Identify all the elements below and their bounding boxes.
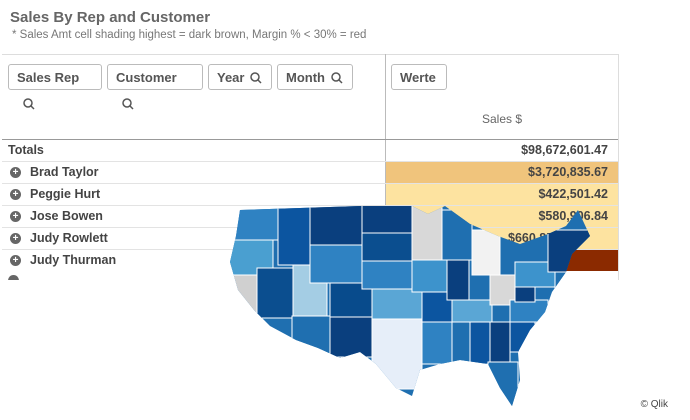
filter-label: Month: [286, 70, 325, 85]
expand-icon[interactable]: +: [10, 167, 21, 178]
column-header: Sales $: [481, 112, 523, 126]
states: [230, 206, 590, 406]
filter-button[interactable]: Month: [277, 64, 353, 90]
expand-icon[interactable]: +: [10, 211, 21, 222]
sales-cell: $3,720,835.67: [386, 162, 618, 183]
table-row[interactable]: + Brad Taylor $3,720,835.67: [2, 161, 618, 184]
rep-name: Peggie Hurt: [30, 187, 101, 201]
sales-cell: $422,501.42: [386, 184, 618, 205]
expand-icon[interactable]: +: [10, 233, 21, 244]
table-row[interactable]: + Peggie Hurt $422,501.42: [2, 183, 618, 206]
measure-button[interactable]: Werte: [391, 64, 447, 90]
credit: © Qlik: [641, 399, 669, 410]
filter-label: Sales Rep: [17, 70, 80, 85]
expand-icon[interactable]: +: [10, 189, 21, 200]
title: Sales By Rep and Customer: [10, 9, 211, 26]
rep-name: Judy Thurman: [30, 253, 117, 267]
filter-button[interactable]: Sales Rep: [8, 64, 102, 110]
expand-icon[interactable]: +: [10, 255, 21, 266]
filter-label: Year: [217, 70, 245, 85]
measure-label: Werte: [400, 70, 436, 85]
filter-button[interactable]: Year: [208, 64, 272, 90]
filter-label: Customer: [116, 70, 177, 85]
rep-name: Brad Taylor: [30, 165, 99, 179]
divider: [618, 54, 619, 280]
rep-name: Jose Bowen: [30, 209, 103, 223]
table-frame: [2, 54, 618, 281]
cut-row: [8, 275, 19, 280]
totals-value: $98,672,601.47: [521, 143, 608, 157]
header-line: [2, 139, 618, 140]
filter-button[interactable]: Customer: [107, 64, 203, 110]
totals-row: Totals $98,672,601.47: [2, 140, 618, 162]
rep-name: Judy Rowlett: [30, 231, 108, 245]
totals-label: Totals: [8, 143, 44, 157]
divider: [385, 54, 386, 280]
subtitle: * Sales Amt cell shading highest = dark …: [12, 29, 367, 41]
